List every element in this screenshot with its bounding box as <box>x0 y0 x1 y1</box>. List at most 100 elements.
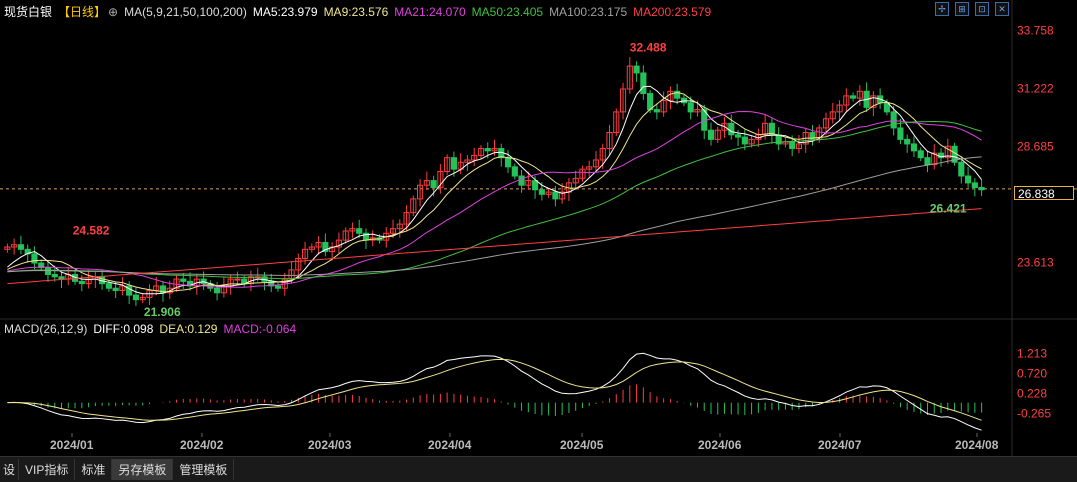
macd-value: MACD:-0.064 <box>223 322 297 336</box>
candle-body <box>714 129 721 140</box>
candle-body <box>166 287 173 294</box>
candle-body <box>843 95 850 106</box>
price-axis-label: 23.613 <box>1017 256 1054 270</box>
candle-body <box>308 246 315 250</box>
ma-params: MA(5,9,21,50,100,200) <box>124 5 247 19</box>
candle-body <box>11 244 18 248</box>
ma100-value: MA100:23.175 <box>549 5 628 19</box>
candle-body <box>511 166 518 177</box>
zoom-icon[interactable]: ⊞ <box>955 2 969 16</box>
candle-body <box>822 118 830 129</box>
candle-body <box>626 65 633 90</box>
macd-axis-label: 0.228 <box>1017 386 1047 400</box>
macd-diff: DIFF:0.098 <box>93 322 154 336</box>
candle-body <box>234 278 241 281</box>
candle-body <box>694 109 701 113</box>
candle-body <box>829 111 836 120</box>
candle-body <box>958 161 965 177</box>
candle-body <box>836 104 843 113</box>
price-annotation: 21.906 <box>144 305 181 319</box>
current-price-tag: 26.838 <box>1014 186 1074 201</box>
price-annotation: 24.582 <box>73 224 110 238</box>
candle-body <box>444 157 451 172</box>
candle-body <box>633 65 640 74</box>
period-toggle-icon[interactable]: ⊕ <box>108 5 119 19</box>
candle-body <box>342 230 349 241</box>
ma5-line <box>7 85 983 295</box>
price-axis-label: 31.222 <box>1017 81 1054 95</box>
ma9-line <box>7 92 982 293</box>
candle-body <box>613 111 620 134</box>
macd-axis-label: 0.720 <box>1017 367 1047 381</box>
tab-standard[interactable]: 标准 <box>75 459 113 480</box>
candle-body <box>4 246 11 250</box>
candle-body <box>396 223 403 230</box>
chart-canvas: 33.758 31.222 28.685 23.613 24.582 21.906 32.4… <box>0 0 1077 456</box>
macd-dea-line <box>7 358 982 421</box>
ma50-value: MA50:23.405 <box>471 5 544 19</box>
candle-body <box>924 157 931 166</box>
instrument-title: 现货白银 <box>4 5 53 19</box>
candle-body <box>795 143 803 150</box>
period-label[interactable]: 【日线】 <box>58 5 107 19</box>
candle-body <box>619 88 627 113</box>
candle-body <box>586 166 593 170</box>
candle-body <box>870 95 877 108</box>
candle-body <box>904 138 911 145</box>
close-icon[interactable]: ✕ <box>995 2 1009 16</box>
candle-body <box>890 111 897 129</box>
candle-body <box>491 148 498 152</box>
ma50-line <box>7 121 982 280</box>
restore-icon[interactable]: ⊡ <box>975 2 989 16</box>
candle-body <box>471 154 478 161</box>
candle-body <box>850 95 857 99</box>
macd-axis-label: -0.265 <box>1017 406 1051 420</box>
candle-body <box>809 132 816 140</box>
candle-body <box>931 152 938 166</box>
candle-body <box>721 122 728 131</box>
candle-body <box>484 148 491 152</box>
x-axis-label: 2024/03 <box>308 438 352 452</box>
candle-body <box>139 296 146 301</box>
price-annotation: 32.488 <box>630 40 667 54</box>
x-axis-label: 2024/06 <box>698 438 742 452</box>
price-axis-label: 33.758 <box>1017 23 1054 37</box>
candle-body <box>728 122 735 136</box>
candle-body <box>315 241 322 248</box>
bottom-tab-bar: 设 VIP指标 标准 另存模板 管理模板 <box>0 456 1077 482</box>
tab-settings[interactable]: 设 <box>0 459 20 480</box>
ma5-value: MA5:23.979 <box>252 5 318 19</box>
candle-body <box>58 276 65 280</box>
candle-body <box>132 294 139 301</box>
candle-body <box>31 253 38 264</box>
candle-body <box>971 182 978 188</box>
candle-body <box>897 127 904 140</box>
candle-body <box>653 109 660 113</box>
candle-body <box>105 283 112 289</box>
candle-body <box>965 175 972 184</box>
candle-body <box>389 228 397 234</box>
candle-body <box>180 278 187 282</box>
candle-body <box>504 157 512 168</box>
macd-diff-line <box>7 352 982 431</box>
candle-body <box>789 141 796 150</box>
ma21-value: MA21:24.070 <box>394 5 466 19</box>
candle-body <box>599 148 606 161</box>
candle-body <box>606 132 613 150</box>
candle-body <box>464 159 471 163</box>
candle-body <box>322 241 329 253</box>
tab-vip-indicators[interactable]: VIP指标 <box>19 459 76 480</box>
tab-manage-templates[interactable]: 管理模板 <box>173 459 235 480</box>
x-axis-label: 2024/01 <box>50 438 94 452</box>
tab-save-template[interactable]: 另存模板 <box>112 459 174 480</box>
candle-body <box>51 273 58 278</box>
macd-params: MACD(26,12,9) <box>4 322 88 336</box>
candle-body <box>572 177 579 184</box>
crosshair-icon[interactable]: ✢ <box>935 2 949 16</box>
candle-body <box>417 184 424 200</box>
price-annotation: 26.421 <box>930 201 967 215</box>
candle-body <box>112 287 119 292</box>
candle-body <box>647 93 654 111</box>
chart-toolbar: ✢ ⊞ ⊡ ✕ <box>935 2 1009 16</box>
candle-body <box>356 228 363 234</box>
